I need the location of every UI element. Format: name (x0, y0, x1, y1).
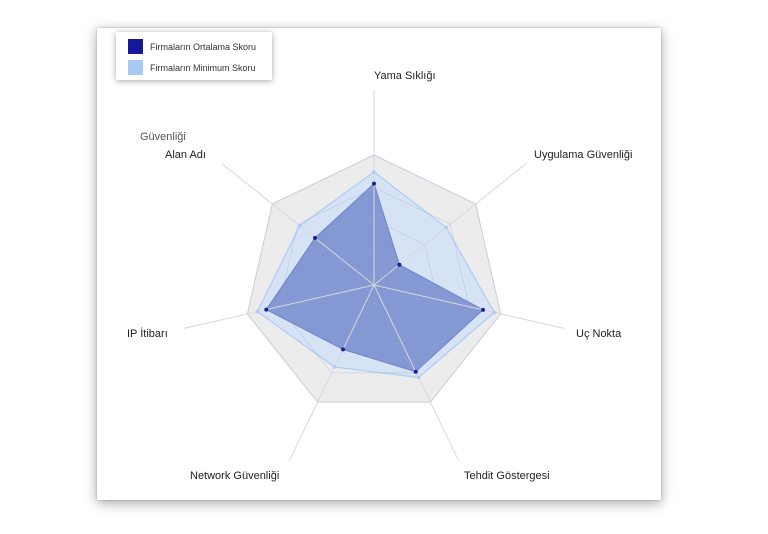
legend-swatch-average (128, 39, 143, 54)
data-point-minimum (492, 310, 497, 315)
data-point-minimum (372, 170, 376, 174)
data-point-average (397, 262, 402, 267)
data-point-average (264, 307, 269, 312)
grid-ring (246, 154, 502, 403)
axis-label: IP İtibarı (127, 327, 168, 340)
axis-layer (183, 90, 565, 461)
grid-ring (310, 219, 438, 345)
legend-item-minimum[interactable]: Firmaların Minimum Skoru (128, 60, 256, 75)
legend-swatch-minimum (128, 60, 143, 75)
points-layer (255, 170, 497, 380)
axis-label: Uygulama Güvenliği (534, 149, 632, 161)
legend: Firmaların Ortalama Skoru Firmaların Min… (116, 32, 272, 80)
axis-spoke (221, 163, 375, 286)
data-point-average (341, 347, 345, 352)
data-point-average (481, 307, 485, 312)
data-point-minimum (332, 365, 337, 369)
axis-label-extra: Güvenliği (140, 131, 186, 143)
data-point-average (413, 369, 418, 374)
label-layer: Yama Sıklığı Uygulama Güvenliği Uç Nokta Te… (127, 70, 632, 482)
legend-item-average[interactable]: Firmaların Ortalama Skoru (128, 39, 256, 54)
axis-label: Tehdit Göstergesi (464, 470, 550, 482)
grid-ring (341, 252, 407, 315)
grid-ring (278, 187, 470, 374)
axis-label: Uç Nokta (576, 328, 622, 340)
axis-label: Alan Adı (165, 149, 206, 161)
legend-label-minimum: Firmaların Minimum Skoru (150, 62, 256, 73)
axis-spoke (373, 284, 565, 329)
axis-label: Network Güvenliği (190, 470, 279, 482)
data-point-minimum (416, 375, 421, 380)
data-point-minimum (444, 225, 449, 230)
data-point-minimum (255, 309, 260, 314)
axis-label: Yama Sıklığı (374, 70, 436, 82)
data-point-average (372, 181, 376, 186)
axis-spoke (183, 284, 375, 329)
series-polygon-average (265, 182, 484, 373)
grid-layer (246, 154, 502, 403)
legend-label-average: Firmaların Ortalama Skoru (150, 41, 257, 52)
data-point-minimum (298, 224, 302, 228)
series-layer (256, 171, 496, 379)
axis-spoke (288, 284, 375, 461)
data-point-average (313, 236, 317, 240)
